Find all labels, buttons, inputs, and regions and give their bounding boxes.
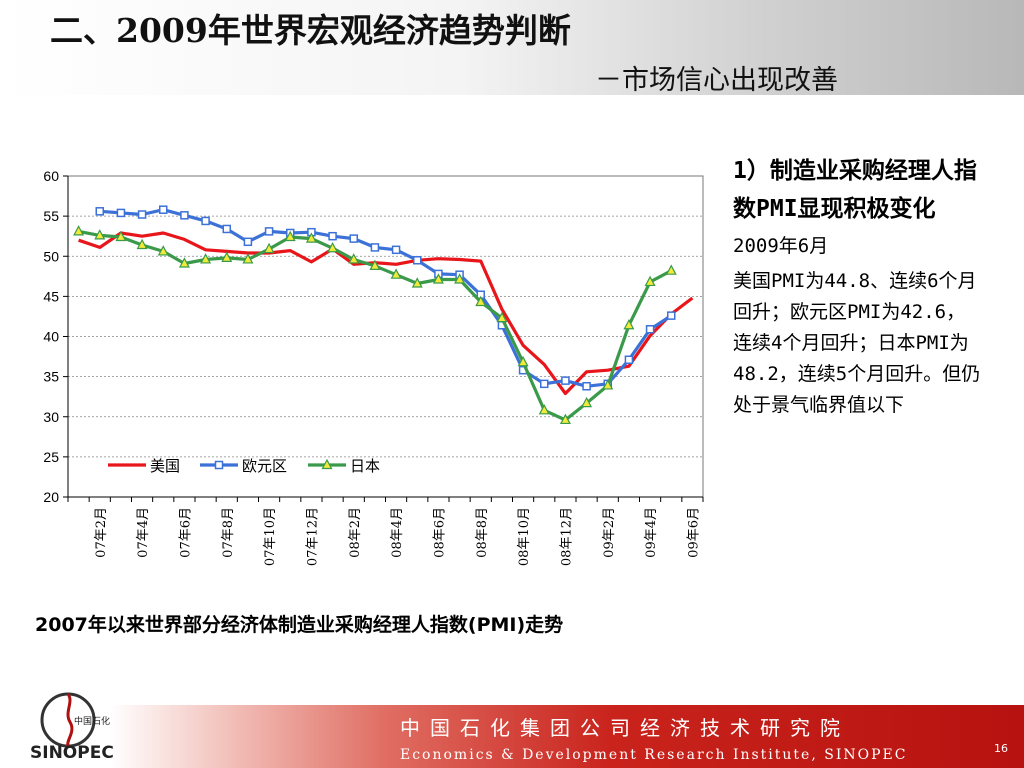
data-point [624, 355, 634, 365]
data-point [116, 208, 126, 218]
legend-label: 美国 [150, 457, 180, 475]
pmi-line-chart: 20 25 30 35 40 45 50 55 60 07年2月 07年4月 07年6月 07年8月 07… [43, 168, 704, 566]
legend-marker [321, 458, 333, 470]
data-point [328, 231, 337, 241]
data-point [264, 227, 274, 236]
data-point [413, 256, 422, 265]
x-tick-label: 07年6月 [178, 507, 193, 558]
chart-caption: 2007年以来世界部分经济体制造业采购经理人指数(PMI)走势 [35, 614, 564, 636]
data-point [180, 211, 189, 220]
side-heading: 1）制造业采购经理人指数PMI显现积极变化 [733, 158, 977, 222]
legend-label: 日本 [350, 457, 380, 475]
data-point [475, 295, 487, 307]
data-point [496, 311, 508, 323]
data-point [221, 251, 233, 262]
side-panel: 1）制造业采购经理人指数PMI显现积极变化 2009年6月 美国PMI为44.8… [733, 152, 983, 421]
page-number: 16 [994, 742, 1008, 755]
data-point [200, 253, 212, 264]
legend-label: 欧元区 [242, 457, 287, 475]
data-point [623, 318, 635, 330]
data-point [540, 379, 549, 389]
org-name-en: Economics & Development Research Institu… [400, 747, 908, 763]
data-point [581, 396, 593, 408]
x-tick-label: 07年2月 [94, 507, 109, 558]
logo-cn: 中国石化 [74, 715, 110, 727]
series-line [78, 231, 694, 396]
data-point [582, 382, 591, 391]
data-point [369, 259, 381, 270]
data-point [561, 376, 570, 385]
x-tick-label: 08年4月 [390, 507, 405, 558]
data-point [665, 264, 677, 275]
data-point [157, 245, 169, 256]
data-point [242, 253, 254, 264]
slide-title: 二、2009年世界宏观经济趋势判断 [50, 11, 571, 50]
logo-text: SINOPEC [30, 743, 114, 763]
data-point [538, 404, 550, 415]
x-tick-label: 07年4月 [136, 507, 151, 558]
side-body: 美国PMI为44.8、连续6个月回升；欧元区PMI为42.6，连续4个月回升；日… [733, 270, 981, 416]
data-point [243, 237, 253, 247]
y-tick-label: 45 [43, 288, 59, 304]
data-point [178, 257, 190, 268]
data-point [137, 210, 147, 219]
y-tick-label: 30 [43, 409, 59, 425]
data-point [305, 232, 317, 243]
data-point [645, 325, 655, 334]
data-point [644, 275, 656, 287]
footer-org: 中国石化集团公司经济技术研究院 Economics & Development … [400, 712, 960, 763]
slide-subtitle: －市场信心出现改善 [595, 65, 838, 96]
x-tick-label: 08年10月 [517, 507, 532, 566]
footer-band [110, 705, 1024, 768]
y-tick-label: 40 [43, 329, 59, 345]
x-tick-label: 08年2月 [348, 507, 363, 558]
data-point [411, 277, 423, 288]
header-bar [0, 0, 1024, 95]
data-point [115, 230, 127, 242]
x-tick-label: 08年12月 [559, 507, 574, 566]
x-tick-label: 09年2月 [602, 507, 617, 558]
data-point [454, 273, 466, 284]
data-point [517, 355, 529, 367]
y-tick-label: 50 [43, 248, 59, 264]
y-tick-label: 35 [43, 369, 59, 385]
x-tick-label: 09年6月 [686, 507, 701, 558]
y-tick-label: 55 [43, 208, 59, 224]
data-point [348, 253, 360, 264]
data-point [222, 224, 231, 234]
data-point [390, 268, 402, 279]
org-name-cn: 中国石化集团公司经济技术研究院 [400, 716, 850, 740]
data-point [559, 413, 571, 425]
data-point [370, 243, 380, 252]
data-point [136, 238, 148, 250]
data-point [602, 379, 614, 390]
y-tick-label: 60 [43, 168, 59, 184]
data-point [284, 230, 296, 242]
data-point [94, 229, 106, 240]
data-point [263, 242, 275, 254]
data-point [432, 273, 444, 284]
side-date: 2009年6月 [733, 235, 829, 257]
y-tick-label: 25 [43, 449, 59, 465]
data-point [349, 234, 358, 243]
x-tick-label: 08年8月 [475, 507, 490, 558]
data-point [667, 311, 676, 320]
data-point [201, 216, 210, 226]
data-point [95, 207, 104, 216]
x-tick-label: 07年10月 [263, 507, 278, 566]
data-point [327, 241, 339, 253]
data-point [73, 225, 85, 236]
x-tick-label: 07年8月 [221, 507, 236, 558]
legend-marker [214, 460, 224, 470]
x-tick-label: 08年6月 [432, 507, 447, 558]
x-tick-label: 09年4月 [644, 507, 659, 558]
data-point [391, 245, 401, 255]
x-tick-label: 07年12月 [305, 507, 320, 566]
data-point [159, 205, 168, 214]
series-line [99, 208, 673, 388]
sinopec-logo: 中国石化 SINOPEC [30, 692, 114, 763]
y-tick-label: 20 [43, 489, 59, 505]
